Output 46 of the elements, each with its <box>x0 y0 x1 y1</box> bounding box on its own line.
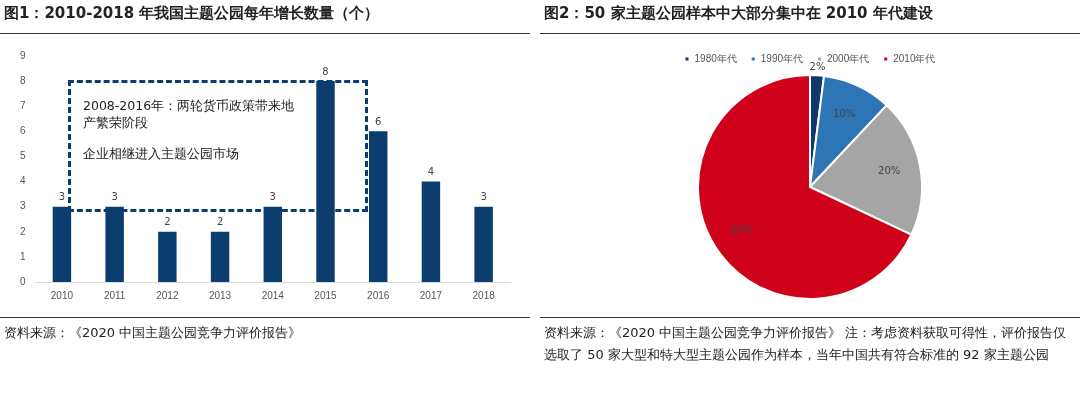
bar <box>474 206 493 282</box>
data-label: 2 <box>164 216 171 228</box>
data-label: 2% <box>809 60 826 72</box>
data-label: 68% <box>730 223 754 235</box>
y-tick-label: 1 <box>20 250 26 262</box>
x-tick-label: 2012 <box>156 289 179 301</box>
y-tick-label: 7 <box>20 99 26 111</box>
annotation: 2008-2016年：两轮货币政策带来地产繁荣阶段 <box>83 97 296 131</box>
y-tick-label: 8 <box>20 74 26 86</box>
y-tick-label: 6 <box>20 125 26 137</box>
legend-label: 2010年代 <box>893 52 936 64</box>
bar <box>158 231 177 282</box>
x-tick-label: 2013 <box>208 289 232 301</box>
data-label: 3 <box>58 191 66 203</box>
x-tick-label: 2016 <box>367 289 390 301</box>
bar <box>210 231 230 282</box>
y-tick-label: 2 <box>20 225 26 237</box>
x-tick-label: 2015 <box>314 289 338 301</box>
chart-title: 图2：50 家主题公园样本中大部分集中在 2010 年代建设 <box>544 4 933 23</box>
data-label: 3 <box>480 191 487 203</box>
x-tick-label: 2011 <box>103 289 126 301</box>
y-tick-label: 5 <box>20 150 26 162</box>
y-tick-label: 9 <box>20 49 26 61</box>
y-tick-label: 4 <box>20 175 26 187</box>
data-label: 3 <box>111 191 118 203</box>
x-tick-label: 2014 <box>261 289 285 301</box>
chart-title: 图1：2010-2018 年我国主题公园每年增长数量（个） <box>4 4 380 23</box>
annotation: 企业相继进入主题公园市场 <box>83 145 240 162</box>
data-label: 4 <box>427 166 435 178</box>
data-label: 3 <box>269 191 276 203</box>
data-label: 20% <box>878 165 901 177</box>
text: 资料来源：《2020 中国主题公园竞争力评价报告》 注：考虑资料获取可得性，评价报告仅选取了 50 家大型和特大型主题公园作为样本，当年中国共有符合标准的 92 家主题公园 <box>544 324 1068 364</box>
legend-label: 2000年代 <box>827 52 870 64</box>
text: 资料来源：《2020 中国主题公园竞争力评价报告》 <box>4 324 303 342</box>
y-tick-label: 3 <box>20 200 26 212</box>
legend-label: 1980年代 <box>694 52 737 64</box>
x-tick-label: 2017 <box>419 289 443 301</box>
bar <box>421 181 441 282</box>
y-tick-label: 0 <box>20 275 26 287</box>
data-label: 10% <box>833 107 856 119</box>
data-label: 8 <box>322 65 329 77</box>
data-label: 6 <box>375 115 382 127</box>
legend-label: 1990年代 <box>760 52 803 64</box>
x-tick-label: 2010 <box>50 289 74 301</box>
data-label: 2 <box>216 216 224 228</box>
x-tick-label: 2018 <box>472 289 496 301</box>
